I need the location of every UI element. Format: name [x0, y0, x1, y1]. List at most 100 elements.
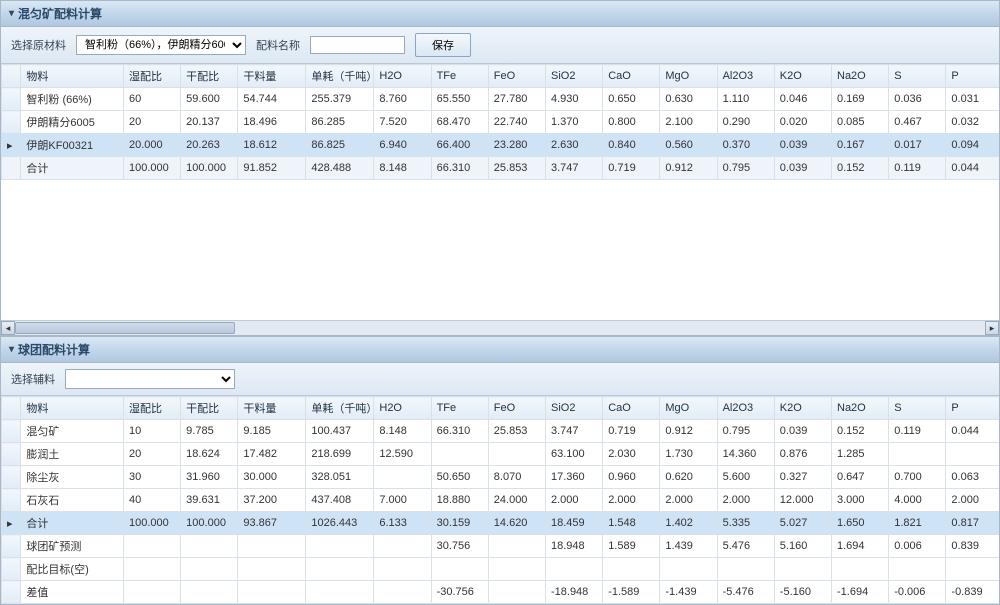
cell[interactable]: 437.408 — [306, 489, 374, 512]
col-header[interactable]: 干料量 — [238, 65, 306, 88]
col-header[interactable]: Na2O — [832, 65, 889, 88]
cell[interactable]: 7.000 — [374, 489, 431, 512]
cell[interactable]: 0.039 — [774, 134, 831, 157]
cell[interactable] — [488, 443, 545, 466]
cell[interactable]: 20 — [123, 111, 180, 134]
chevron-down-icon[interactable]: ▾ — [9, 8, 14, 19]
col-header[interactable]: 干配比 — [181, 397, 238, 420]
cell[interactable] — [306, 535, 374, 558]
cell[interactable]: -1.589 — [603, 581, 660, 604]
col-header[interactable]: Al2O3 — [717, 397, 774, 420]
cell[interactable]: 91.852 — [238, 157, 306, 180]
col-header[interactable]: CaO — [603, 397, 660, 420]
cell[interactable]: 50.650 — [431, 466, 488, 489]
cell[interactable]: 3.000 — [832, 489, 889, 512]
cell[interactable]: 1.370 — [545, 111, 602, 134]
cell[interactable]: 0.119 — [889, 157, 946, 180]
cell[interactable]: -18.948 — [545, 581, 602, 604]
cell[interactable] — [946, 443, 999, 466]
cell[interactable]: 1.694 — [832, 535, 889, 558]
cell[interactable]: 25.853 — [488, 157, 545, 180]
cell[interactable]: 100.437 — [306, 420, 374, 443]
col-header[interactable]: K2O — [774, 65, 831, 88]
cell[interactable]: 100.000 — [181, 157, 238, 180]
cell[interactable]: 5.476 — [717, 535, 774, 558]
cell[interactable]: 球团矿预测 — [21, 535, 124, 558]
col-header[interactable]: 单耗（千吨） — [306, 397, 374, 420]
cell[interactable]: 66.310 — [431, 420, 488, 443]
cell[interactable] — [181, 581, 238, 604]
cell[interactable] — [431, 443, 488, 466]
cell[interactable]: 8.148 — [374, 157, 431, 180]
cell[interactable]: 17.360 — [545, 466, 602, 489]
cell[interactable]: 0.017 — [889, 134, 946, 157]
cell[interactable]: 20.137 — [181, 111, 238, 134]
cell[interactable]: 9.785 — [181, 420, 238, 443]
cell[interactable] — [603, 558, 660, 581]
cell[interactable]: 12.000 — [774, 489, 831, 512]
cell[interactable]: 5.600 — [717, 466, 774, 489]
cell[interactable] — [488, 581, 545, 604]
table-row[interactable]: 伊朗精分60052020.13718.49686.2857.52068.4702… — [2, 111, 1000, 134]
cell[interactable]: 0.020 — [774, 111, 831, 134]
cell[interactable]: 5.335 — [717, 512, 774, 535]
cell[interactable] — [374, 466, 431, 489]
col-header[interactable]: 湿配比 — [123, 397, 180, 420]
cell[interactable]: 0.620 — [660, 466, 717, 489]
col-header[interactable]: SiO2 — [545, 65, 602, 88]
cell[interactable]: 22.740 — [488, 111, 545, 134]
table-row[interactable]: ▸合计100.000100.00093.8671026.4436.13330.1… — [2, 512, 1000, 535]
cell[interactable]: 0.817 — [946, 512, 999, 535]
grid-2[interactable]: 物料湿配比干配比干料量单耗（千吨）H2OTFeFeOSiO2CaOMgOAl2O… — [1, 396, 999, 604]
cell[interactable]: 14.620 — [488, 512, 545, 535]
cell[interactable]: 1.285 — [832, 443, 889, 466]
cell[interactable]: 93.867 — [238, 512, 306, 535]
cell[interactable]: 除尘灰 — [21, 466, 124, 489]
col-header[interactable]: H2O — [374, 65, 431, 88]
cell[interactable]: 0.960 — [603, 466, 660, 489]
save-button[interactable]: 保存 — [415, 33, 471, 57]
cell[interactable]: 20.263 — [181, 134, 238, 157]
cell[interactable]: 2.000 — [717, 489, 774, 512]
cell[interactable] — [832, 558, 889, 581]
cell[interactable]: 0.036 — [889, 88, 946, 111]
cell[interactable]: 39.631 — [181, 489, 238, 512]
cell[interactable]: 428.488 — [306, 157, 374, 180]
cell[interactable]: 0.152 — [832, 420, 889, 443]
cell[interactable] — [374, 581, 431, 604]
col-header[interactable]: FeO — [488, 65, 545, 88]
table-row[interactable]: 混匀矿109.7859.185100.4378.14866.31025.8533… — [2, 420, 1000, 443]
cell[interactable]: 伊朗精分6005 — [21, 111, 124, 134]
cell[interactable]: 4.000 — [889, 489, 946, 512]
cell[interactable] — [123, 581, 180, 604]
cell[interactable]: 0.044 — [946, 420, 999, 443]
cell[interactable]: 86.285 — [306, 111, 374, 134]
cell[interactable]: 65.550 — [431, 88, 488, 111]
table-row[interactable]: 石灰石4039.63137.200437.4087.00018.88024.00… — [2, 489, 1000, 512]
cell[interactable]: 0.039 — [774, 420, 831, 443]
cell[interactable] — [181, 535, 238, 558]
cell[interactable]: 0.039 — [774, 157, 831, 180]
cell[interactable] — [238, 558, 306, 581]
cell[interactable]: 2.630 — [545, 134, 602, 157]
cell[interactable]: 18.880 — [431, 489, 488, 512]
table-row[interactable]: 除尘灰3031.96030.000328.05150.6508.07017.36… — [2, 466, 1000, 489]
cell[interactable]: 2.000 — [603, 489, 660, 512]
cell[interactable]: 4.930 — [545, 88, 602, 111]
cell[interactable]: 0.912 — [660, 420, 717, 443]
cell[interactable]: 0.031 — [946, 88, 999, 111]
cell[interactable]: 18.496 — [238, 111, 306, 134]
cell[interactable] — [123, 558, 180, 581]
cell[interactable]: 63.100 — [545, 443, 602, 466]
cell[interactable]: 0.290 — [717, 111, 774, 134]
cell[interactable] — [889, 558, 946, 581]
cell[interactable]: 255.379 — [306, 88, 374, 111]
table-row[interactable]: 球团矿预测30.75618.9481.5891.4395.4765.1601.6… — [2, 535, 1000, 558]
col-header[interactable]: CaO — [603, 65, 660, 88]
col-header[interactable]: S — [889, 65, 946, 88]
cell[interactable]: 2.000 — [660, 489, 717, 512]
col-header[interactable]: 物料 — [21, 65, 124, 88]
cell[interactable]: 0.800 — [603, 111, 660, 134]
cell[interactable]: 8.148 — [374, 420, 431, 443]
cell[interactable]: 合计 — [21, 512, 124, 535]
